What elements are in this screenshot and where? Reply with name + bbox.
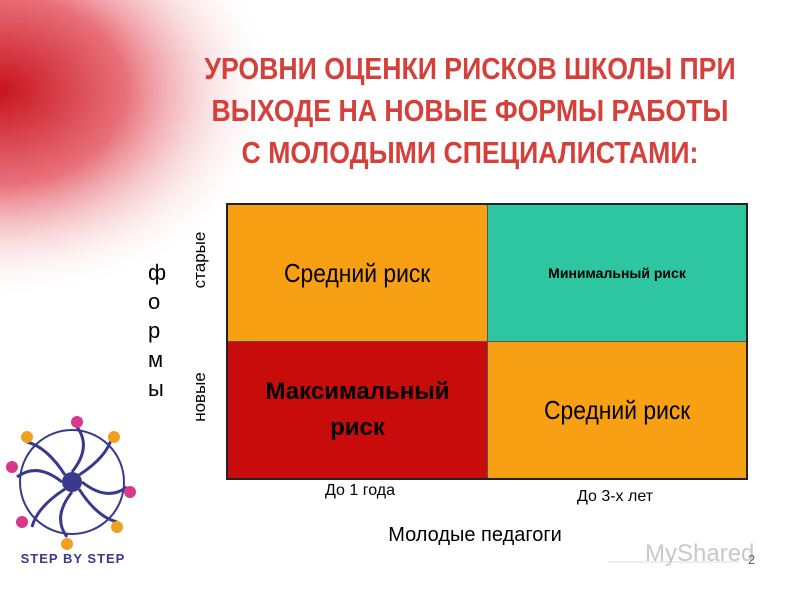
row-label: новые <box>190 372 209 422</box>
y-axis-label: формы <box>148 260 167 401</box>
x-axis-label: Молодые педагоги <box>388 524 562 546</box>
cell-text: Максимальный риск <box>265 378 450 441</box>
matrix: Средний риск Минимальный риск Максимальн… <box>226 203 748 480</box>
watermark: MyShared <box>645 540 755 567</box>
title-line: УРОВНИ ОЦЕНКИ РИСКОВ ШКОЛЫ ПРИ <box>204 51 736 86</box>
logo-text: STEP BY STEP <box>20 551 126 566</box>
row-label: старые <box>190 231 209 289</box>
column-label: До 3-х лет <box>576 488 654 505</box>
cell-text: Средний риск <box>543 394 691 425</box>
column-label: До 1 года <box>325 482 395 499</box>
cell-text: Минимальный риск <box>548 265 686 281</box>
title: УРОВНИ ОЦЕНКИ РИСКОВ ШКОЛЫ ПРИ ВЫХОДЕ НА… <box>195 48 745 174</box>
cell-text: Средний риск <box>284 257 431 288</box>
title-line: ВЫХОДЕ НА НОВЫЕ ФОРМЫ РАБОТЫ <box>211 93 729 128</box>
title-line: С МОЛОДЫМИ СПЕЦИАЛИСТАМИ: <box>241 135 699 170</box>
cell-medium: Средний риск <box>228 205 488 342</box>
cell-minimal: Минимальный риск <box>488 205 746 342</box>
logo <box>6 416 136 550</box>
cell-medium: Средний риск <box>488 342 746 478</box>
cell-maximum: Максимальный риск <box>228 342 488 478</box>
page-number: 2 <box>748 552 756 567</box>
